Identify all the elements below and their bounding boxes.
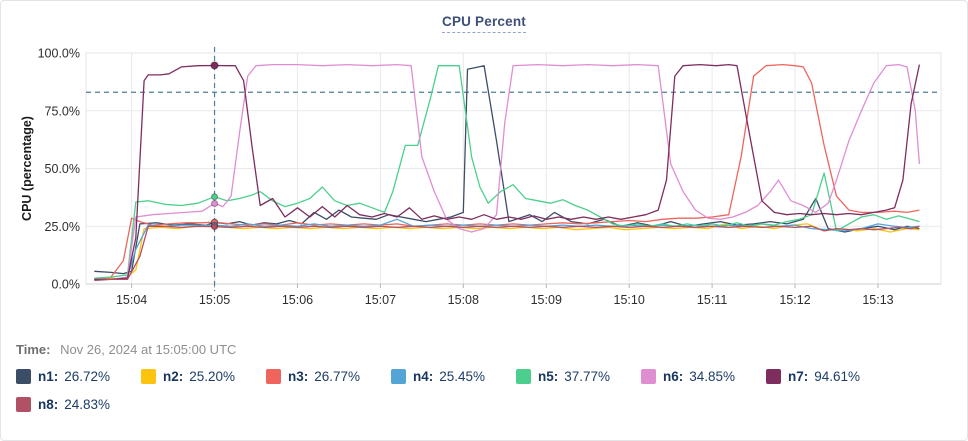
legend-value-n6: 34.85% (689, 369, 736, 384)
time-label: Time: (16, 342, 51, 357)
time-value: Nov 26, 2024 at 15:05:00 UTC (60, 342, 237, 357)
series-line-n6 (94, 63, 921, 281)
legend-value-n5: 37.77% (564, 369, 611, 384)
chart-title: CPU Percent (1, 13, 967, 33)
y-tick-label-2: 50.0% (45, 162, 80, 176)
legend-value-n1: 26.72% (64, 369, 111, 384)
x-tick-label-5: 15:09 (531, 293, 562, 307)
series-line-n7 (94, 63, 921, 281)
legend-swatch-n5 (516, 369, 531, 384)
legend-value-n8: 24.83% (64, 397, 111, 412)
x-tick-label-3: 15:07 (365, 293, 396, 307)
legend-item-n8[interactable]: n8: 24.83% (16, 397, 141, 412)
cpu-percent-line-chart[interactable]: 15:04 15:05 15:06 15:07 15:08 15:09 15:10 15:11… (1, 1, 967, 331)
legend-label-n4: n4: (413, 369, 434, 384)
legend-value-n2: 25.20% (189, 369, 236, 384)
legend-label-n3: n3: (288, 369, 309, 384)
legend-swatch-n4 (391, 369, 406, 384)
legend-value-n7: 94.61% (814, 369, 861, 384)
legend-label-n1: n1: (38, 369, 59, 384)
crosshair-dot-n6 (211, 199, 219, 207)
series-line-n3 (94, 63, 920, 281)
y-tick-label-1: 25.0% (45, 220, 80, 234)
series-line-n5 (94, 65, 920, 279)
y-axis-title: CPU (percentage) (20, 116, 34, 221)
chart-title-text[interactable]: CPU Percent (442, 14, 526, 33)
legend-label-n8: n8: (38, 397, 59, 412)
legend-item-n7[interactable]: n7: 94.61% (766, 369, 891, 384)
legend-item-n3[interactable]: n3: 26.77% (266, 369, 391, 384)
legend-label-n6: n6: (663, 369, 684, 384)
legend-item-n2[interactable]: n2: 25.20% (141, 369, 266, 384)
legend-swatch-n6 (641, 369, 656, 384)
legend-label-n2: n2: (163, 369, 184, 384)
y-tick-label-0: 0.0% (52, 278, 81, 292)
legend-label-n5: n5: (538, 369, 559, 384)
series-line-n8 (94, 225, 920, 282)
x-tick-label-7: 15:11 (697, 293, 727, 307)
crosshair-dot-n8 (211, 223, 219, 231)
x-tick-label-4: 15:08 (448, 293, 479, 307)
y-tick-label-3: 75.0% (45, 104, 80, 118)
legend-item-n4[interactable]: n4: 25.45% (391, 369, 516, 384)
x-tick-label-1: 15:05 (199, 293, 230, 307)
chart-legend: n1: 26.72% n2: 25.20% n3: 26.77% n4: 25.45% n5: 3… (16, 369, 954, 412)
series-line-n1 (94, 65, 920, 275)
x-tick-label-0: 15:04 (116, 293, 147, 307)
x-tick-label-2: 15:06 (282, 293, 313, 307)
x-tick-label-8: 15:12 (779, 293, 810, 307)
legend-value-n4: 25.45% (439, 369, 486, 384)
legend-swatch-n3 (266, 369, 281, 384)
legend-swatch-n2 (141, 369, 156, 384)
x-tick-label-6: 15:10 (614, 293, 645, 307)
legend-item-n5[interactable]: n5: 37.77% (516, 369, 641, 384)
series-line-n4 (94, 218, 920, 281)
legend-value-n3: 26.77% (314, 369, 361, 384)
legend-label-n7: n7: (788, 369, 809, 384)
crosshair-dot-n7 (210, 61, 219, 70)
legend-swatch-n8 (16, 397, 31, 412)
crosshair-dot-n5 (211, 193, 219, 201)
time-row: Time: Nov 26, 2024 at 15:05:00 UTC (16, 342, 236, 357)
legend-item-n1[interactable]: n1: 26.72% (16, 369, 141, 384)
legend-swatch-n7 (766, 369, 781, 384)
legend-swatch-n1 (16, 369, 31, 384)
y-tick-label-4: 100.0% (38, 47, 80, 61)
series-line-n2 (94, 223, 920, 281)
x-tick-label-9: 15:13 (862, 293, 893, 307)
legend-item-n6[interactable]: n6: 34.85% (641, 369, 766, 384)
